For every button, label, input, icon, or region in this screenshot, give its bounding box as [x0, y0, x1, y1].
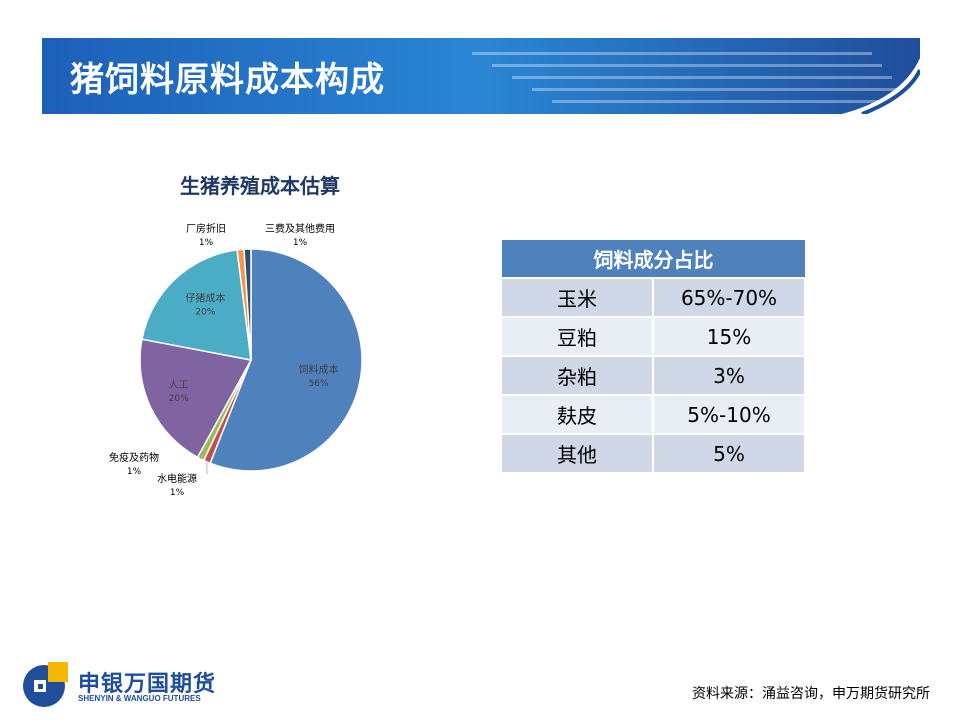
row-value: 5% — [653, 434, 806, 474]
row-value: 65%-70% — [653, 278, 806, 318]
table-row: 豆粕 15% — [502, 317, 806, 357]
slice-category-label: 人工 — [169, 379, 189, 391]
row-name: 玉米 — [502, 278, 654, 318]
pie-slice — [243, 248, 252, 361]
pie-chart-svg: 饲料成本 56% 水电能源 1% 免疫及药物 1% 人工 20% 仔猪成本 20% 厂房折旧 1% 三费… — [109, 222, 363, 498]
source-note: 资料来源：涌益咨询，申万期货研究所 — [692, 686, 930, 702]
feed-composition-table: 饲料成分占比 玉米 65%-70% 豆粕 15% 杂粕 3% 麸皮 5%-10%… — [502, 240, 806, 474]
slice-category-label: 水电能源 — [157, 472, 197, 485]
slice-category-label: 饲料成本 — [299, 363, 339, 376]
slice-value-label: 1% — [293, 238, 308, 248]
pie-slice — [209, 248, 363, 472]
slice-value-label: 20% — [169, 394, 189, 404]
slice-value-label: 1% — [170, 488, 185, 498]
page-title: 猪饲料原料成本构成 — [70, 60, 385, 100]
slice-value-label: 20% — [195, 307, 215, 317]
slice-category-label: 厂房折旧 — [186, 222, 226, 235]
slice-category-label: 仔猪成本 — [185, 291, 225, 304]
row-value: 3% — [653, 356, 806, 396]
row-value: 5%-10% — [653, 395, 806, 435]
title-banner — [42, 38, 920, 114]
slice-value-label: 1% — [199, 238, 214, 248]
table-header: 饲料成分占比 — [502, 240, 805, 279]
table-row: 其他 5% — [502, 434, 806, 474]
row-name: 其他 — [502, 434, 654, 474]
company-logo: 申银万国期货 SHENYIN & WANGUO FUTURES — [22, 660, 215, 708]
chart-title: 生猪养殖成本估算 — [180, 174, 340, 198]
table-row: 杂粕 3% — [502, 356, 806, 396]
row-value: 15% — [653, 317, 806, 357]
table-row: 玉米 65%-70% — [502, 278, 806, 318]
row-name: 杂粕 — [502, 356, 654, 396]
row-name: 麸皮 — [502, 395, 654, 435]
slice-value-label: 56% — [309, 379, 329, 389]
pie-slice — [139, 338, 253, 459]
slice-category-label: 三费及其他费用 — [265, 222, 335, 235]
row-name: 豆粕 — [502, 317, 654, 357]
logo-mark-icon — [23, 662, 68, 707]
slice-value-label: 1% — [127, 467, 142, 477]
logo-name-cn: 申银万国期货 — [78, 672, 217, 697]
table-row: 麸皮 5%-10% — [502, 395, 806, 435]
logo-name-en: SHENYIN & WANGUO FUTURES — [78, 694, 201, 703]
pie-slice — [141, 249, 252, 361]
pie-chart: 生猪养殖成本估算 饲料成本 56% 水电能源 1% 免疫及药物 1% 人工 20% 仔猪成本 20… — [90, 160, 430, 510]
slice-category-label: 免疫及药物 — [109, 451, 159, 464]
